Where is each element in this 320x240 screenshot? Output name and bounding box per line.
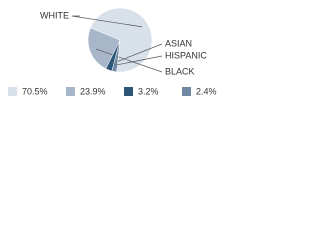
slice-label: ASIAN <box>165 38 192 48</box>
pie-slice <box>87 27 121 70</box>
chart: WHITE BLACK ASIAN HISPANIC 70.5% 23.9% 3.2% 2.4… <box>8 7 217 96</box>
leader-line <box>71 15 143 28</box>
legend-label: 2.4% <box>196 86 217 96</box>
leader-line <box>115 55 163 66</box>
legend-label: 3.2% <box>138 86 159 96</box>
slice-label: BLACK <box>165 66 195 76</box>
legend-label: 23.9% <box>80 86 106 96</box>
slice-label: WHITE <box>40 10 69 20</box>
slice-label: HISPANIC <box>165 50 207 60</box>
pie-slice <box>111 39 121 73</box>
legend-swatch <box>66 87 75 96</box>
legend-label: 70.5% <box>22 86 48 96</box>
leader-line <box>110 43 163 65</box>
legend-swatch <box>124 87 133 96</box>
legend-swatch <box>182 87 191 96</box>
leader-line <box>95 48 163 73</box>
pie-slice <box>90 7 153 73</box>
legend-swatch <box>8 87 17 96</box>
